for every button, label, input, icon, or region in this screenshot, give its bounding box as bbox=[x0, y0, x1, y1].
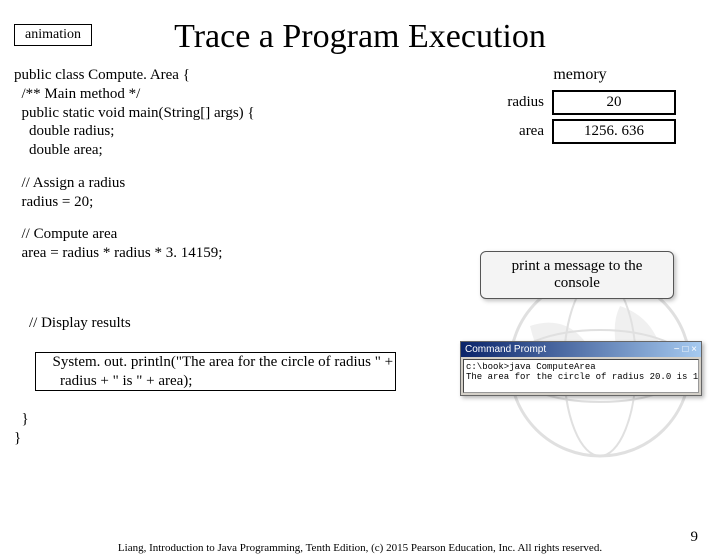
console-line-1: c:\book>java ComputeArea bbox=[466, 362, 596, 372]
code-column: public class Compute. Area { /** Main me… bbox=[14, 66, 434, 485]
console-title: Command Prompt bbox=[465, 344, 546, 355]
console-titlebar: Command Prompt − □ × bbox=[461, 342, 701, 357]
highlighted-statement: System. out. println("The area for the c… bbox=[35, 352, 397, 392]
console-body: c:\book>java ComputeArea The area for th… bbox=[463, 359, 699, 393]
memory-column: memory radius 20 area 1256. 636 bbox=[475, 66, 685, 148]
memory-label-radius: radius bbox=[484, 94, 544, 111]
code-block-3: // Compute area area = radius * radius *… bbox=[14, 225, 434, 263]
animation-box: animation bbox=[14, 24, 92, 46]
footer-text: Liang, Introduction to Java Programming,… bbox=[0, 542, 720, 554]
memory-cell-radius: 20 bbox=[552, 90, 676, 115]
code-closing-braces: } } bbox=[14, 410, 434, 448]
memory-row-radius: radius 20 bbox=[475, 90, 685, 115]
memory-heading: memory bbox=[475, 66, 685, 84]
console-line-2: The area for the circle of radius 20.0 i… bbox=[466, 372, 699, 382]
console-window-buttons: − □ × bbox=[674, 344, 697, 355]
code-block-2: // Assign a radius radius = 20; bbox=[14, 174, 434, 212]
code-block-4: // Display results System. out. println(… bbox=[14, 277, 434, 485]
page-number: 9 bbox=[691, 529, 699, 546]
code-display-comment: // Display results bbox=[14, 314, 434, 333]
memory-cell-area: 1256. 636 bbox=[552, 119, 676, 144]
slide-title: Trace a Program Execution bbox=[0, 18, 720, 56]
content-area: public class Compute. Area { /** Main me… bbox=[0, 66, 720, 485]
memory-label-area: area bbox=[484, 123, 544, 140]
console-window: Command Prompt − □ × c:\book>java Comput… bbox=[460, 341, 702, 396]
memory-row-area: area 1256. 636 bbox=[475, 119, 685, 144]
callout-box: print a message to the console bbox=[480, 251, 674, 299]
code-block-1: public class Compute. Area { /** Main me… bbox=[14, 66, 434, 160]
